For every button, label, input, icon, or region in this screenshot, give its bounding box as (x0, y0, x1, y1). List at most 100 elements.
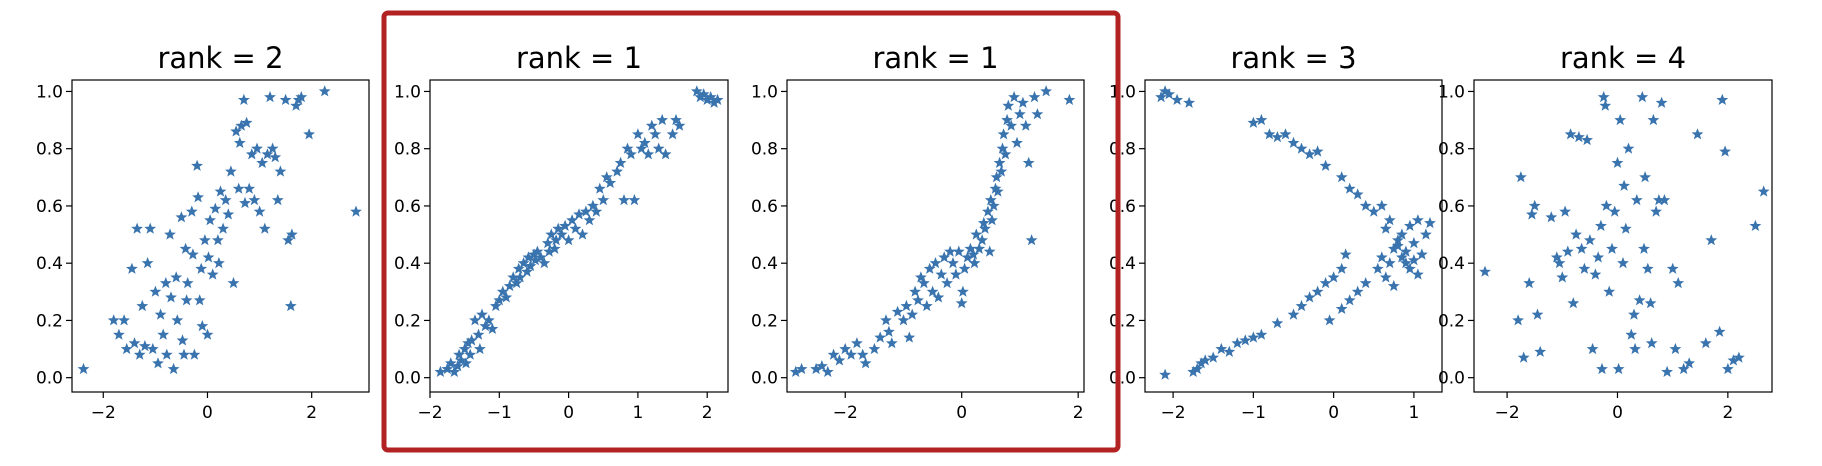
star-point (1617, 257, 1629, 269)
star-point (1629, 342, 1641, 355)
x-tick-label: −1 (1241, 403, 1266, 423)
star-point (1630, 194, 1643, 206)
star-point (188, 348, 201, 360)
y-tick-label: 0.6 (1109, 197, 1136, 217)
y-tick-label: 0.2 (36, 311, 63, 331)
star-point (957, 285, 969, 297)
x-tick-label: 2 (702, 403, 713, 423)
y-tick-label: 0.2 (751, 311, 778, 331)
star-point (1584, 234, 1596, 246)
star-point (659, 148, 672, 160)
star-point (1618, 179, 1630, 191)
star-point (1387, 279, 1400, 292)
x-tick-label: −2 (1161, 403, 1186, 423)
star-point (920, 299, 933, 312)
star-point (941, 277, 953, 289)
star-point (1339, 248, 1352, 260)
y-tick-label: 0.0 (1438, 369, 1465, 389)
star-point (906, 308, 919, 320)
star-point (167, 362, 180, 375)
star-point (935, 268, 948, 280)
star-point (1343, 182, 1356, 194)
star-point (1311, 285, 1324, 297)
star-point (1592, 251, 1605, 263)
star-point (997, 128, 1010, 140)
x-tick-label: 0 (202, 403, 213, 423)
star-point (1641, 262, 1654, 274)
star-point (1647, 113, 1660, 126)
star-point (1271, 317, 1284, 329)
star-point (171, 314, 184, 326)
star-point (576, 228, 589, 240)
star-point (1531, 308, 1544, 320)
star-point (1207, 351, 1220, 363)
star-point (202, 251, 215, 263)
star-point (133, 348, 146, 360)
star-point (1655, 96, 1668, 108)
star-point (1638, 242, 1650, 254)
star-point (1589, 268, 1602, 280)
star-point (1408, 237, 1420, 249)
y-tick-label: 0.6 (394, 197, 421, 217)
star-point (628, 194, 641, 206)
star-point (225, 165, 237, 177)
panel-title: rank = 4 (1560, 41, 1686, 75)
star-point (569, 222, 582, 234)
star-point (180, 294, 193, 306)
y-tick-label: 0.0 (36, 369, 63, 389)
star-point (983, 245, 996, 257)
star-point (1600, 199, 1613, 211)
star-point (1171, 93, 1183, 105)
star-point (1523, 277, 1536, 289)
star-point (149, 285, 162, 297)
star-point (897, 314, 910, 326)
star-point (1611, 156, 1624, 168)
star-point (1022, 156, 1035, 168)
star-point (856, 348, 869, 360)
star-point (214, 185, 227, 197)
star-point (1595, 219, 1607, 231)
star-point (903, 331, 916, 343)
star-point (645, 119, 658, 131)
y-tick-label: 0.2 (1438, 311, 1465, 331)
star-point (136, 299, 149, 312)
star-point (1515, 171, 1527, 183)
star-point (238, 93, 250, 105)
axes-frame (429, 79, 729, 393)
star-point (1343, 294, 1356, 306)
star-point (175, 211, 188, 223)
star-point (144, 222, 157, 234)
star-point (1719, 145, 1731, 157)
panel-title: rank = 2 (157, 41, 283, 75)
star-point (248, 194, 261, 206)
star-point (131, 222, 143, 234)
star-point (303, 128, 315, 140)
star-point (1564, 128, 1577, 140)
star-point (191, 159, 203, 171)
data-points (77, 85, 362, 375)
star-point (1279, 128, 1292, 140)
star-point (642, 148, 655, 160)
y-tick-label: 0.4 (751, 254, 778, 274)
star-point (883, 325, 895, 337)
star-point (880, 314, 892, 326)
star-point (159, 277, 172, 289)
star-point (176, 334, 189, 346)
star-point (1295, 142, 1308, 154)
star-point (1625, 328, 1638, 340)
star-point (1586, 342, 1599, 355)
y-tick-label: 0.8 (1438, 140, 1465, 160)
y-tick-label: 0.0 (1109, 369, 1136, 389)
star-point (1633, 294, 1646, 306)
star-point (1561, 245, 1574, 257)
data-points (1479, 91, 1770, 377)
star-point (926, 285, 939, 297)
star-point (1596, 362, 1608, 375)
y-tick-label: 0.6 (1438, 197, 1465, 217)
y-tick-label: 1.0 (1109, 82, 1136, 102)
star-point (1420, 228, 1432, 240)
star-point (1479, 265, 1491, 277)
star-point (1379, 222, 1392, 234)
panel-title: rank = 1 (516, 41, 642, 75)
star-point (185, 205, 198, 217)
